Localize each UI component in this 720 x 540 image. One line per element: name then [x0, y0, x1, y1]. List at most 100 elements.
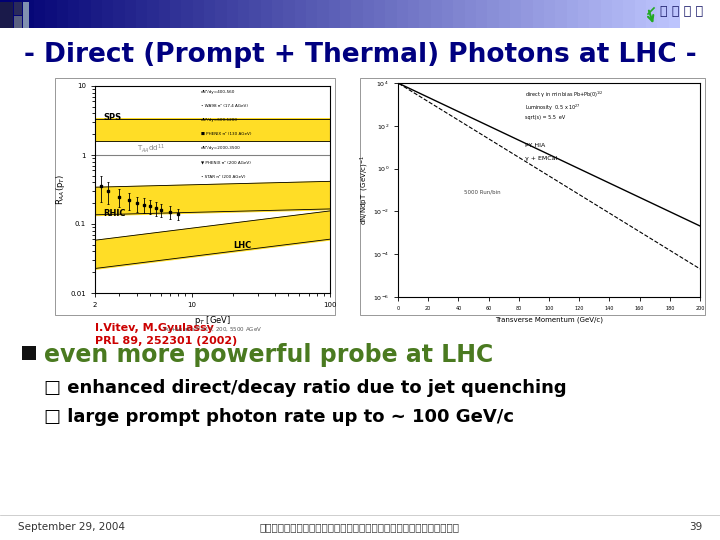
Bar: [249, 0, 261, 28]
Text: dN²/dy=2000-3500: dN²/dy=2000-3500: [201, 146, 240, 151]
Text: SPS: SPS: [104, 113, 122, 122]
Text: Au+Au at s$^{1/2}$=17, 200, 5500 AGeV: Au+Au at s$^{1/2}$=17, 200, 5500 AGeV: [163, 324, 262, 333]
Bar: [385, 0, 397, 28]
X-axis label: p$_T$ [GeV]: p$_T$ [GeV]: [194, 314, 231, 327]
Bar: [136, 0, 148, 28]
Bar: [22, 0, 35, 28]
Bar: [181, 0, 194, 28]
Bar: [657, 0, 670, 28]
Bar: [318, 0, 330, 28]
Text: LHC: LHC: [233, 241, 251, 250]
Text: • STAR π⁰ (200 AGeV): • STAR π⁰ (200 AGeV): [201, 174, 246, 179]
Bar: [306, 0, 318, 28]
Bar: [238, 0, 251, 28]
Bar: [102, 0, 114, 28]
Bar: [193, 0, 205, 28]
Bar: [521, 0, 534, 28]
Text: direct γ in min bias Pb+Pb(0)$^{1/2}$: direct γ in min bias Pb+Pb(0)$^{1/2}$: [525, 90, 603, 100]
Bar: [34, 0, 46, 28]
Bar: [55, 78, 335, 315]
Bar: [600, 0, 613, 28]
Text: T$_{AA}$dd$^{11}$: T$_{AA}$dd$^{11}$: [137, 142, 165, 154]
Bar: [12, 0, 24, 28]
Bar: [148, 0, 160, 28]
Bar: [227, 0, 239, 28]
Bar: [351, 0, 364, 28]
Bar: [68, 0, 81, 28]
Bar: [669, 0, 681, 28]
Bar: [408, 0, 420, 28]
Bar: [442, 0, 454, 28]
Bar: [0, 515, 720, 540]
Bar: [0, 2, 13, 28]
Bar: [590, 0, 602, 28]
Text: PRL 89, 252301 (2002): PRL 89, 252301 (2002): [95, 336, 238, 346]
Text: I.Vitev, M.Gyulassy: I.Vitev, M.Gyulassy: [95, 323, 214, 333]
Bar: [567, 0, 579, 28]
Bar: [397, 0, 409, 28]
Text: - Direct (Prompt + Thermal) Photons at LHC -: - Direct (Prompt + Thermal) Photons at L…: [24, 42, 696, 68]
Bar: [158, 0, 171, 28]
Bar: [79, 0, 91, 28]
Text: □ enhanced direct/decay ratio due to jet quenching: □ enhanced direct/decay ratio due to jet…: [44, 379, 567, 397]
Text: PY HIA: PY HIA: [525, 143, 545, 148]
Bar: [487, 0, 500, 28]
Bar: [170, 0, 182, 28]
Bar: [0, 0, 12, 28]
Bar: [204, 0, 216, 28]
Text: September 29, 2004: September 29, 2004: [18, 522, 125, 532]
Bar: [14, 16, 22, 28]
Bar: [533, 0, 545, 28]
Text: RHIC: RHIC: [104, 209, 126, 218]
Bar: [23, 2, 29, 28]
Bar: [544, 0, 557, 28]
Bar: [125, 0, 137, 28]
Bar: [284, 0, 296, 28]
Bar: [578, 0, 590, 28]
Bar: [328, 0, 341, 28]
Bar: [215, 0, 228, 28]
Text: direct γ (= γ+jet )
in ALICE EMCal
in a LHC Pb+Pb run: direct γ (= γ+jet ) in ALICE EMCal in a …: [588, 245, 697, 283]
Bar: [113, 0, 126, 28]
Bar: [680, 0, 720, 28]
Bar: [454, 0, 466, 28]
Text: sqrt(s) = 5.5  eV: sqrt(s) = 5.5 eV: [525, 115, 565, 120]
Text: 広 島 大 学: 広 島 大 学: [660, 5, 703, 18]
Bar: [499, 0, 511, 28]
Text: 初期パートン衝突起源の現象とパートン非東物系生成の予兆／志垣賂太: 初期パートン衝突起源の現象とパートン非東物系生成の予兆／志垣賂太: [260, 522, 460, 532]
Bar: [464, 0, 477, 28]
Text: ■ PHENIX π⁰ (130 AGeV): ■ PHENIX π⁰ (130 AGeV): [201, 132, 251, 137]
Bar: [363, 0, 375, 28]
Bar: [646, 0, 658, 28]
Bar: [612, 0, 624, 28]
Bar: [57, 0, 69, 28]
Bar: [510, 0, 522, 28]
Bar: [272, 0, 284, 28]
Bar: [14, 2, 22, 15]
Bar: [360, 78, 705, 315]
Bar: [431, 0, 443, 28]
Text: 5000 Run/bin: 5000 Run/bin: [464, 190, 501, 195]
X-axis label: Transverse Momentum (GeV/c): Transverse Momentum (GeV/c): [495, 316, 603, 323]
Bar: [634, 0, 647, 28]
Bar: [261, 0, 273, 28]
Bar: [374, 0, 387, 28]
Bar: [91, 0, 103, 28]
Text: even more powerful probe at LHC: even more powerful probe at LHC: [44, 343, 493, 367]
Text: γ + EMCal: γ + EMCal: [525, 156, 557, 161]
Bar: [340, 0, 352, 28]
Text: dN²/dy=400-560: dN²/dy=400-560: [201, 90, 235, 94]
Text: Luminosity  0.5 x 10$^{27}$: Luminosity 0.5 x 10$^{27}$: [525, 102, 580, 112]
Text: □ large prompt photon rate up to ~ 100 GeV/c: □ large prompt photon rate up to ~ 100 G…: [44, 408, 514, 426]
Bar: [22, 346, 36, 360]
Bar: [45, 0, 58, 28]
Text: dN²/dy=600-1200: dN²/dy=600-1200: [201, 118, 238, 122]
Text: • WA98 π⁰ (17.4 AGeV): • WA98 π⁰ (17.4 AGeV): [201, 104, 248, 108]
Bar: [419, 0, 432, 28]
Y-axis label: dN/NdpT  (GeV/c)$^{-1}$: dN/NdpT (GeV/c)$^{-1}$: [359, 155, 372, 225]
Y-axis label: R$_{AA}$(p$_T$): R$_{AA}$(p$_T$): [55, 174, 68, 205]
Bar: [624, 0, 636, 28]
Text: 39: 39: [689, 522, 702, 532]
Bar: [476, 0, 488, 28]
Bar: [555, 0, 567, 28]
